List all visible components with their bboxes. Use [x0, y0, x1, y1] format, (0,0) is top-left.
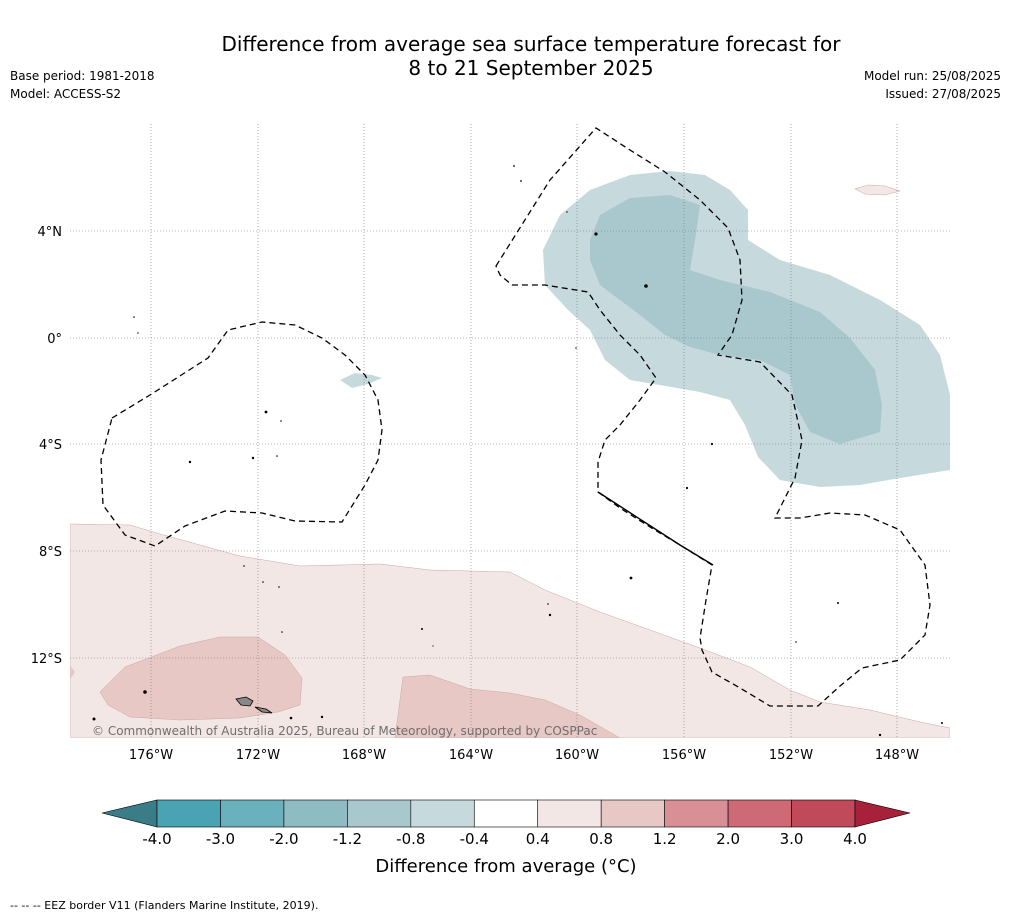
- colorbar-box: [600, 799, 665, 828]
- lon-label: 156°W: [662, 748, 706, 763]
- colorbar-tick-label: 0.8: [589, 830, 614, 848]
- lat-label: 4°S: [39, 438, 62, 453]
- lat-label: 0°: [47, 332, 62, 347]
- lon-label: 168°W: [342, 748, 386, 763]
- longitude-labels: 176°W 172°W 168°W 164°W 160°W 156°W 152°W 148°W: [129, 748, 919, 763]
- warm-anomaly-mid-3: [70, 665, 75, 680]
- eez-border-solid: [597, 491, 714, 566]
- meta-left: Base period: 1981-2018 Model: ACCESS-S2: [10, 67, 155, 103]
- colorbar-tick-label: 2.0: [716, 830, 741, 848]
- eez-border-kiribati-phoenix: [100, 321, 383, 547]
- eez-border-line-islands: [495, 127, 931, 707]
- colorbar: [101, 799, 911, 828]
- cool-anomaly-light-2: [340, 373, 382, 388]
- title-line-2: 8 to 21 September 2025: [408, 56, 654, 80]
- lon-label: 176°W: [129, 748, 173, 763]
- colorbar-box: [664, 799, 729, 828]
- lon-label: 172°W: [236, 748, 280, 763]
- islands: [92, 165, 943, 737]
- copyright-notice: © Commonwealth of Australia 2025, Bureau…: [92, 724, 598, 738]
- eez-borders: [100, 127, 931, 707]
- model-name: Model: ACCESS-S2: [10, 87, 122, 101]
- map-area: [70, 124, 950, 738]
- colorbar-box: [473, 799, 539, 828]
- model-run: Model run: 25/08/2025: [863, 69, 1001, 83]
- samoa-island-savaii: [235, 696, 254, 707]
- colorbar-tick-label: -0.4: [459, 830, 489, 848]
- base-period: Base period: 1981-2018: [10, 69, 155, 83]
- colorbar-box: [220, 799, 285, 828]
- colorbar-title: Difference from average (°C): [375, 856, 637, 877]
- colorbar-tick-label: -0.8: [396, 830, 426, 848]
- map-title: Difference from average sea surface temp…: [0, 32, 1011, 80]
- lon-label: 164°W: [449, 748, 493, 763]
- latitude-labels: 4°N 0° 4°S 8°S 12°S: [31, 225, 62, 667]
- colorbar-tick-label: 1.2: [652, 830, 677, 848]
- warm-anomaly-mid-1: [99, 636, 303, 721]
- lon-label: 160°W: [555, 748, 599, 763]
- colorbar-tick-label: -4.0: [142, 830, 172, 848]
- colorbar-box: [410, 799, 475, 828]
- lat-label: 8°S: [39, 545, 62, 560]
- samoa-island-upolu: [254, 706, 273, 714]
- colorbar-tick-label: 4.0: [843, 830, 867, 848]
- colorbar-tick-label: -1.2: [332, 830, 362, 848]
- colorbar-box: [156, 799, 221, 828]
- issued-date: Issued: 27/08/2025: [885, 87, 1001, 101]
- title-line-1: Difference from average sea surface temp…: [221, 32, 841, 56]
- colorbar-box: [283, 799, 348, 828]
- colorbar-tick-label: 0.4: [525, 830, 550, 848]
- colorbar-box: [727, 799, 792, 828]
- colorbar-tick-label: -2.0: [269, 830, 299, 848]
- lon-label: 148°W: [875, 748, 919, 763]
- graticule: [70, 124, 950, 738]
- warm-anomaly-mid-2: [394, 674, 621, 738]
- lon-label: 152°W: [769, 748, 813, 763]
- eez-footnote: -- -- -- EEZ border V11 (Flanders Marine…: [10, 899, 319, 912]
- colorbar-extend-high: [854, 799, 911, 828]
- meta-right: Model run: 25/08/2025 Issued: 27/08/2025: [864, 67, 1001, 103]
- colorbar-tick-label: -3.0: [205, 830, 236, 848]
- warm-anomaly-small: [854, 184, 901, 196]
- colorbar-box: [347, 799, 412, 828]
- colorbar-tick-label: 3.0: [779, 830, 804, 848]
- lat-label: 4°N: [38, 225, 63, 240]
- lat-label: 12°S: [31, 652, 62, 667]
- colorbar-extend-low: [101, 799, 158, 828]
- colorbar-box: [791, 799, 856, 828]
- colorbar-box: [537, 799, 602, 828]
